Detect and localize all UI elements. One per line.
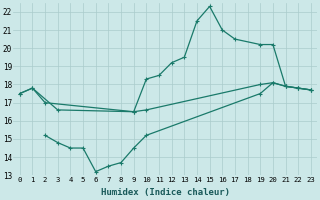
X-axis label: Humidex (Indice chaleur): Humidex (Indice chaleur) xyxy=(101,188,230,197)
